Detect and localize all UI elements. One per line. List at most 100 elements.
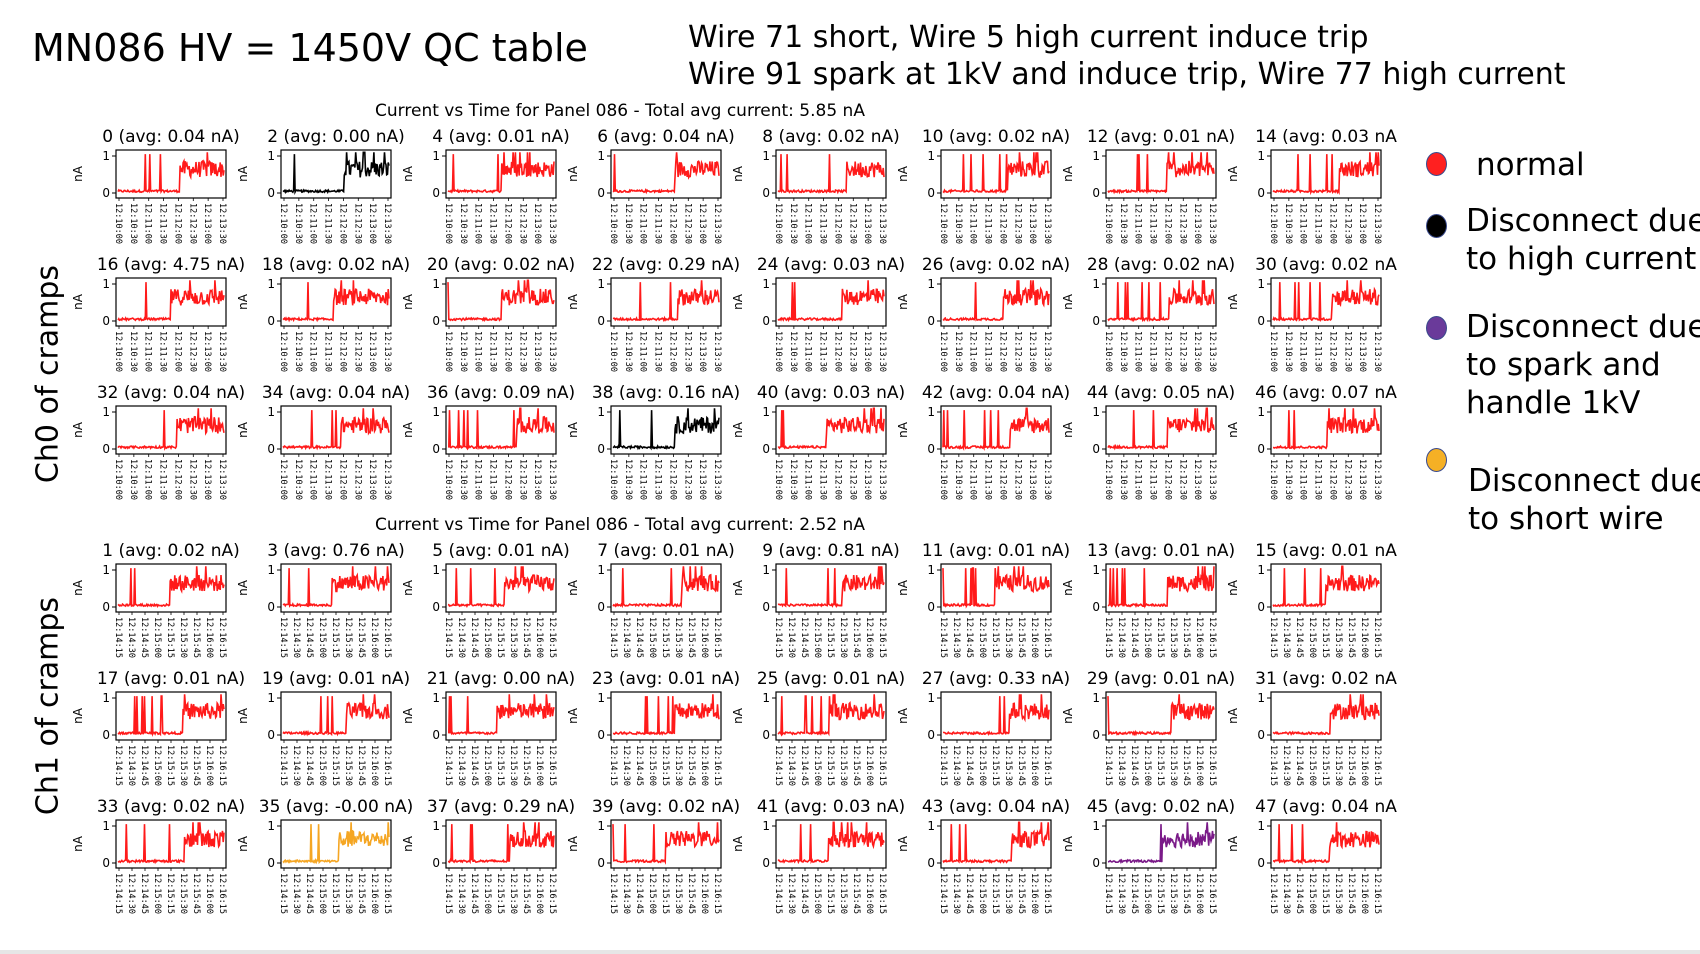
current-trace (1107, 566, 1215, 609)
y-tick-label: 1 (927, 149, 935, 163)
x-tick-label: 12:13:00 (1192, 331, 1202, 372)
x-tick-label: 12:14:15 (443, 617, 453, 658)
x-tick-label: 12:13:30 (547, 459, 557, 500)
y-axis-label: nA (71, 165, 85, 182)
wire-panel-16: 16 (avg: 4.75 nA) 0 1 nA 12:10:00 12:10:30 12:… (71, 255, 245, 372)
x-tick-label: 12:12:00 (1327, 331, 1337, 372)
y-tick-label: 1 (762, 149, 770, 163)
panel-title: 28 (avg: 0.02 nA) (1087, 255, 1235, 275)
y-tick-label: 0 (597, 186, 605, 200)
panel-title: 26 (avg: 0.02 nA) (922, 255, 1070, 275)
x-tick-label: 12:15:45 (1016, 617, 1026, 658)
x-tick-label: 12:15:45 (851, 745, 861, 786)
x-tick-label: 12:13:30 (1042, 331, 1052, 372)
x-tick-label: 12:10:00 (1103, 331, 1113, 372)
y-tick-label: 0 (1092, 856, 1100, 870)
x-tick-label: 12:13:30 (1207, 459, 1217, 500)
plot-frame (610, 277, 722, 327)
x-tick-label: 12:15:45 (1346, 617, 1356, 658)
x-tick-label: 12:14:15 (773, 617, 783, 658)
y-axis-label: nA (236, 835, 250, 852)
x-tick-label: 12:15:15 (660, 745, 670, 786)
x-tick-label: 12:16:15 (547, 873, 557, 914)
x-tick-label: 12:11:30 (488, 203, 498, 244)
x-tick-label: 12:10:00 (608, 459, 618, 500)
x-tick-label: 12:11:00 (1133, 331, 1143, 372)
x-tick-label: 12:12:00 (1327, 459, 1337, 500)
x-tick-label: 12:10:00 (113, 331, 123, 372)
x-tick-label: 12:10:00 (938, 459, 948, 500)
panel-title: 13 (avg: 0.01 nA) (1087, 541, 1235, 561)
x-tick-label: 12:15:30 (178, 873, 188, 914)
x-tick-label: 12:11:00 (143, 203, 153, 244)
x-tick-label: 12:15:30 (838, 873, 848, 914)
x-tick-label: 12:14:30 (1281, 745, 1291, 786)
panel-title: 32 (avg: 0.04 nA) (97, 383, 245, 403)
x-tick-label: 12:14:15 (1268, 745, 1278, 786)
y-tick-label: 0 (597, 442, 605, 456)
y-axis-label: nA (1061, 165, 1075, 182)
x-tick-label: 12:11:30 (653, 331, 663, 372)
x-tick-label: 12:12:30 (352, 459, 362, 500)
x-tick-label: 12:16:15 (1372, 873, 1382, 914)
y-axis-label: nA (236, 165, 250, 182)
x-tick-label: 12:15:15 (495, 745, 505, 786)
wire-panel-36: 36 (avg: 0.09 nA) 0 1 nA 12:10:00 12:10:30 12:… (401, 383, 575, 500)
x-tick-label: 12:11:00 (1133, 203, 1143, 244)
x-tick-label: 12:11:00 (968, 331, 978, 372)
y-tick-label: 1 (1257, 277, 1265, 291)
x-tick-label: 12:15:30 (673, 873, 683, 914)
y-tick-label: 1 (1092, 691, 1100, 705)
x-tick-label: 12:10:30 (1118, 331, 1128, 372)
y-axis-label: nA (731, 707, 745, 724)
x-tick-label: 12:16:00 (1194, 873, 1204, 914)
x-tick-label: 12:14:45 (799, 617, 809, 658)
panel-title: 4 (avg: 0.01 nA) (432, 127, 570, 147)
y-tick-label: 0 (432, 314, 440, 328)
x-tick-label: 12:15:15 (825, 745, 835, 786)
x-tick-label: 12:15:00 (647, 745, 657, 786)
plot-frame (115, 405, 227, 455)
x-tick-label: 12:12:00 (832, 203, 842, 244)
x-tick-label: 12:10:30 (1283, 459, 1293, 500)
x-tick-label: 12:14:45 (1129, 745, 1139, 786)
x-tick-label: 12:14:30 (291, 617, 301, 658)
x-tick-label: 12:15:30 (343, 745, 353, 786)
x-tick-label: 12:10:30 (293, 203, 303, 244)
y-tick-label: 1 (432, 149, 440, 163)
wire-panel-34: 34 (avg: 0.04 nA) 0 1 nA 12:10:00 12:10:30 12:… (236, 383, 410, 500)
x-tick-label: 12:10:30 (458, 459, 468, 500)
y-axis-label: nA (401, 707, 415, 724)
x-tick-label: 12:10:00 (278, 203, 288, 244)
wire-panel-24: 24 (avg: 0.03 nA) 0 1 nA 12:10:00 12:10:30 12:… (731, 255, 905, 372)
x-tick-label: 12:11:00 (473, 459, 483, 500)
x-tick-label: 12:11:00 (968, 203, 978, 244)
x-tick-label: 12:15:45 (521, 617, 531, 658)
x-tick-label: 12:12:00 (172, 459, 182, 500)
current-trace (117, 694, 225, 737)
panel-title: 43 (avg: 0.04 nA) (922, 797, 1070, 817)
y-axis-label: nA (1226, 293, 1240, 310)
y-tick-label: 0 (762, 442, 770, 456)
y-tick-label: 0 (597, 856, 605, 870)
x-tick-label: 12:11:00 (803, 331, 813, 372)
x-tick-label: 12:14:45 (1129, 873, 1139, 914)
x-tick-label: 12:14:45 (469, 873, 479, 914)
current-trace (1272, 565, 1380, 608)
panel-title: 47 (avg: 0.04 nA (1255, 797, 1397, 817)
plot-frame (445, 149, 557, 199)
x-tick-label: 12:11:30 (488, 331, 498, 372)
x-tick-label: 12:15:30 (1333, 745, 1343, 786)
panel-title: 8 (avg: 0.02 nA) (762, 127, 900, 147)
y-tick-label: 1 (1092, 405, 1100, 419)
x-tick-label: 12:14:30 (1281, 873, 1291, 914)
x-tick-label: 12:14:30 (1116, 617, 1126, 658)
x-tick-label: 12:15:00 (152, 873, 162, 914)
y-axis-label: nA (236, 579, 250, 596)
x-tick-label: 12:13:00 (202, 331, 212, 372)
x-tick-label: 12:16:00 (1194, 617, 1204, 658)
y-tick-label: 1 (597, 405, 605, 419)
